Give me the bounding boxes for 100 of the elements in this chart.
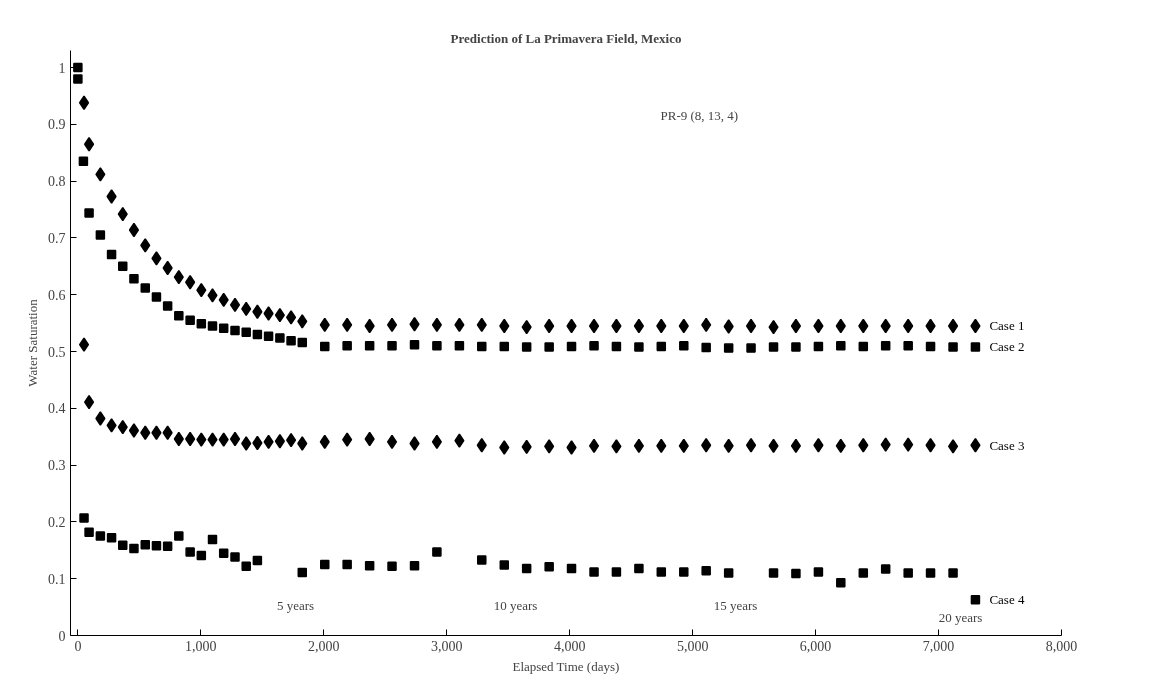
point	[263, 331, 274, 341]
point	[286, 335, 296, 346]
x-tick-label: 3,000	[430, 638, 463, 654]
point	[129, 274, 139, 284]
point	[229, 297, 241, 313]
point	[83, 136, 95, 152]
point	[723, 343, 734, 353]
point	[903, 437, 914, 452]
point	[925, 568, 936, 578]
point	[241, 327, 251, 337]
point	[95, 167, 106, 182]
annotation: 5 years	[276, 598, 315, 613]
point	[140, 283, 151, 293]
point	[723, 568, 734, 578]
point	[207, 288, 218, 303]
point	[634, 563, 644, 574]
point	[128, 423, 140, 438]
point	[230, 325, 240, 336]
point	[679, 341, 689, 351]
point	[745, 318, 757, 334]
point	[880, 341, 891, 351]
point	[118, 540, 128, 550]
point	[207, 534, 218, 545]
point	[544, 342, 554, 352]
series-label: Case 1	[989, 318, 1025, 334]
y-tick-label: 0.9	[48, 117, 66, 133]
series-label: Case 4	[989, 592, 1025, 608]
point	[342, 341, 352, 351]
point	[701, 342, 711, 353]
point	[118, 261, 128, 272]
point	[521, 563, 532, 574]
point	[409, 436, 420, 451]
point	[903, 568, 913, 578]
point	[611, 341, 622, 352]
point	[84, 208, 94, 218]
point	[174, 310, 184, 321]
y-tick-label: 0.3	[48, 458, 66, 474]
point	[656, 567, 667, 577]
point	[499, 440, 510, 455]
point	[588, 318, 600, 334]
annotation: 20 years	[938, 610, 983, 625]
point	[701, 566, 711, 576]
point	[364, 341, 375, 351]
point	[106, 418, 117, 433]
point	[185, 315, 195, 326]
point	[611, 439, 622, 454]
point	[285, 310, 297, 325]
point	[790, 318, 802, 334]
point	[207, 432, 218, 447]
series-label: Case 2	[989, 339, 1025, 355]
point	[241, 436, 252, 451]
point	[196, 550, 207, 561]
point	[745, 437, 757, 453]
point	[566, 440, 577, 455]
point	[746, 343, 756, 353]
point	[106, 533, 117, 543]
point	[128, 222, 140, 238]
point	[162, 301, 173, 311]
chart-title: Prediction of La Primavera Field, Mexico	[450, 30, 682, 46]
point	[499, 341, 510, 352]
point	[263, 306, 274, 321]
x-tick-label: 1,000	[185, 638, 217, 654]
x-tick-label: 4,000	[553, 638, 586, 654]
point	[84, 527, 94, 537]
point	[588, 438, 600, 454]
point	[544, 562, 554, 572]
point	[342, 432, 353, 447]
point	[679, 567, 689, 577]
y-tick-label: 0.6	[48, 287, 66, 303]
point	[454, 341, 465, 351]
point	[948, 568, 958, 578]
point	[364, 560, 375, 571]
point	[78, 156, 89, 166]
point	[791, 568, 801, 579]
point	[79, 513, 89, 523]
y-tick-label: 0.4	[48, 401, 66, 417]
point	[297, 436, 308, 451]
point	[196, 432, 207, 447]
x-tick-label: 6,000	[799, 638, 832, 654]
point	[78, 337, 90, 352]
point	[791, 342, 801, 352]
point	[477, 555, 487, 565]
point	[634, 342, 644, 352]
point	[432, 547, 442, 557]
point	[566, 563, 577, 574]
point	[252, 329, 263, 340]
y-tick-label: 0.8	[48, 174, 66, 190]
x-tick-label: 8,000	[1045, 638, 1078, 654]
point	[129, 543, 139, 554]
point	[185, 547, 195, 557]
point	[162, 541, 173, 552]
point	[78, 95, 90, 110]
point	[768, 342, 779, 352]
point	[73, 74, 83, 84]
y-tick-label: 0.7	[48, 230, 66, 246]
point	[342, 559, 352, 570]
point	[947, 439, 959, 454]
point	[252, 555, 263, 566]
point	[106, 189, 117, 204]
annotation: 10 years	[493, 598, 538, 613]
